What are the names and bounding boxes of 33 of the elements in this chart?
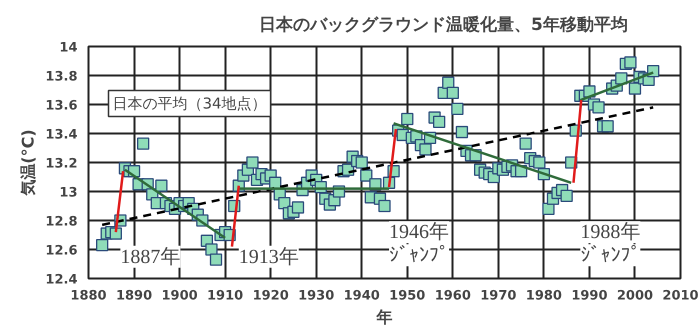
x-tick-label: 1970 bbox=[480, 288, 516, 304]
y-tick-label: 12.8 bbox=[45, 214, 78, 230]
x-tick-label: 1920 bbox=[252, 288, 289, 304]
x-tick-label: 1910 bbox=[207, 288, 244, 304]
x-tick-label: 1890 bbox=[116, 288, 152, 304]
annotation: 1988年 bbox=[580, 221, 640, 244]
x-tick-label: 2010 bbox=[662, 288, 699, 304]
x-tick-label: 1880 bbox=[70, 288, 107, 304]
x-tick-label: 1940 bbox=[344, 288, 380, 304]
y-tick-label: 13.8 bbox=[45, 70, 78, 84]
y-tick-label: 13 bbox=[59, 186, 78, 200]
annotation: 1913年 bbox=[238, 246, 299, 268]
y-tick-label: 12.4 bbox=[45, 272, 78, 288]
annotation: 1946年 bbox=[389, 221, 450, 244]
annotation: 日本の平均（34地点） bbox=[112, 94, 267, 112]
x-axis-title: 年 bbox=[376, 308, 392, 326]
y-tick-label: 12.6 bbox=[45, 244, 78, 258]
y-tick-label: 13.6 bbox=[45, 98, 78, 114]
x-tick-label: 1950 bbox=[389, 288, 426, 304]
x-tick-label: 1960 bbox=[434, 288, 471, 304]
y-tick-label: 14 bbox=[59, 40, 78, 56]
y-tick-label: 13.2 bbox=[45, 156, 78, 172]
annotation: ｼﾞｬﾝﾌﾟ bbox=[580, 244, 640, 266]
series-label: 日本のバックグラウンド温暖化量、5年移動平均 bbox=[259, 14, 628, 36]
x-tick-label: 1990 bbox=[571, 288, 608, 304]
x-tick-label: 1980 bbox=[526, 288, 562, 304]
x-tick-label: 2000 bbox=[616, 288, 654, 304]
y-tick-label: 13.4 bbox=[45, 128, 78, 142]
annotation: 1887年 bbox=[120, 246, 180, 268]
annotation: ｼﾞｬﾝﾌﾟ bbox=[389, 244, 450, 266]
x-tick-label: 1930 bbox=[298, 288, 334, 304]
x-tick-label: 1900 bbox=[161, 288, 198, 304]
y-axis-title: 気温(°C) bbox=[18, 129, 38, 197]
